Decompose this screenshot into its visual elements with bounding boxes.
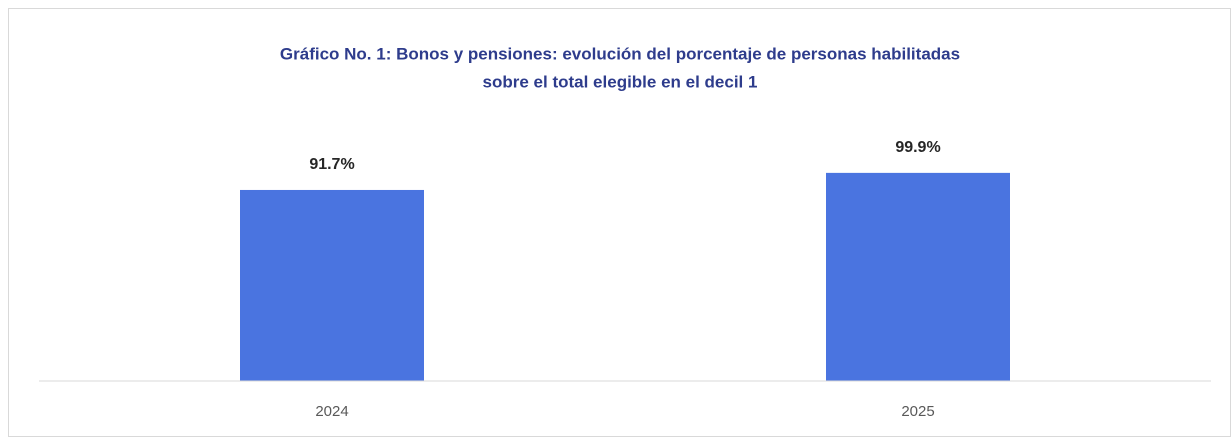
bar [240, 189, 424, 381]
x-tick-label: 2025 [901, 403, 934, 420]
value-label: 91.7% [309, 156, 354, 173]
chart-frame [8, 8, 1231, 437]
value-label: 99.9% [895, 139, 940, 156]
chart-title: sobre el total elegible en el decil 1 [483, 72, 758, 91]
bar [826, 172, 1010, 381]
chart-title: Gráfico No. 1: Bonos y pensiones: evoluc… [280, 44, 960, 63]
x-tick-label: 2024 [315, 403, 348, 420]
